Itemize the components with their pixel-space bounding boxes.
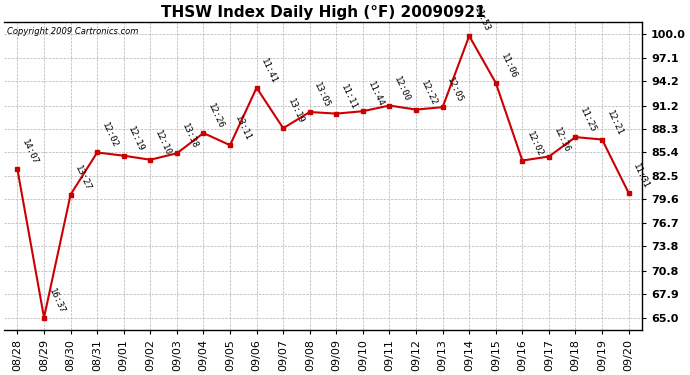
Text: 11:25: 11:25 xyxy=(578,106,598,134)
Text: 11:11: 11:11 xyxy=(339,83,359,111)
Text: 16:37: 16:37 xyxy=(47,286,66,315)
Text: 12:02: 12:02 xyxy=(100,122,119,150)
Text: 12:10: 12:10 xyxy=(153,129,172,157)
Text: 12:21: 12:21 xyxy=(605,109,624,137)
Title: THSW Index Daily High (°F) 20090921: THSW Index Daily High (°F) 20090921 xyxy=(161,4,485,20)
Text: 12:02: 12:02 xyxy=(525,130,544,158)
Text: 11:41: 11:41 xyxy=(259,57,279,85)
Text: 11:06: 11:06 xyxy=(499,52,518,80)
Text: 13:38: 13:38 xyxy=(179,122,199,150)
Text: 11:31: 11:31 xyxy=(631,162,651,190)
Text: 12:26: 12:26 xyxy=(206,102,226,130)
Text: 11:53: 11:53 xyxy=(472,5,491,33)
Text: 13:05: 13:05 xyxy=(313,81,332,109)
Text: Copyright 2009 Cartronics.com: Copyright 2009 Cartronics.com xyxy=(8,27,139,36)
Text: 13:27: 13:27 xyxy=(73,164,93,192)
Text: 14:07: 14:07 xyxy=(20,138,40,166)
Text: 13:11: 13:11 xyxy=(233,114,253,142)
Text: 12:36: 12:36 xyxy=(552,126,571,154)
Text: 11:44: 11:44 xyxy=(366,80,385,108)
Text: 12:00: 12:00 xyxy=(392,75,412,103)
Text: 13:19: 13:19 xyxy=(286,97,306,125)
Text: 12:19: 12:19 xyxy=(126,125,146,153)
Text: 12:22: 12:22 xyxy=(419,79,438,107)
Text: 12:05: 12:05 xyxy=(446,76,465,104)
